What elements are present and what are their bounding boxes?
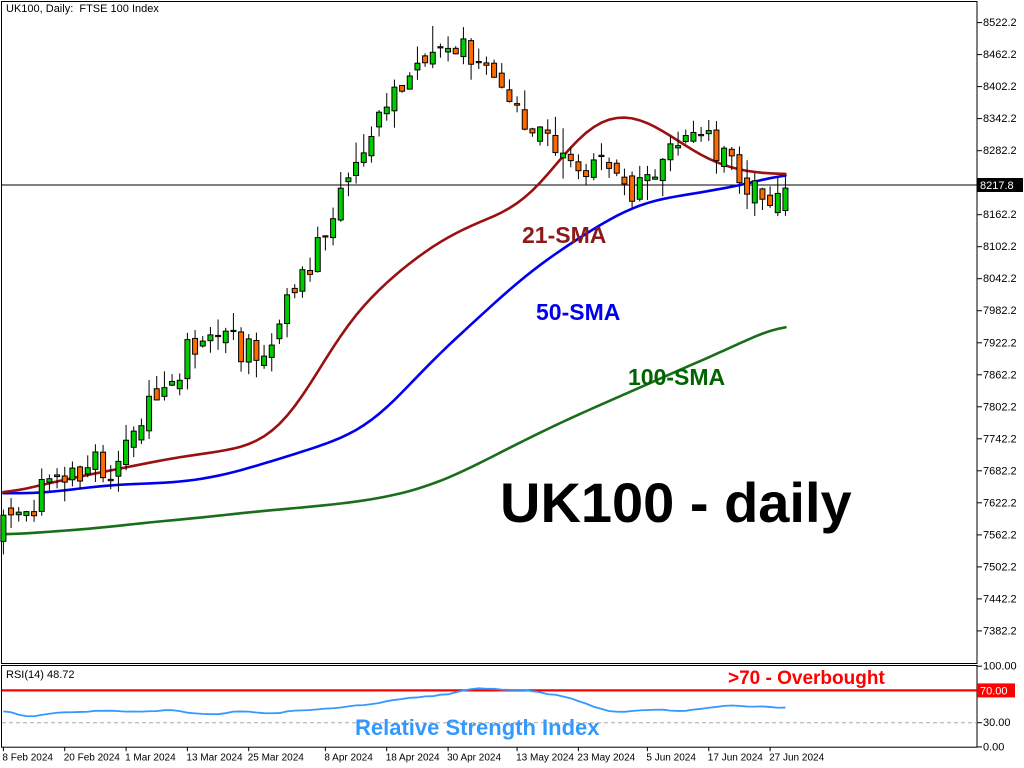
svg-text:7442.2: 7442.2 — [983, 593, 1017, 605]
svg-text:7982.2: 7982.2 — [983, 305, 1017, 317]
svg-text:7742.2: 7742.2 — [983, 433, 1017, 445]
svg-text:13 Mar 2024: 13 Mar 2024 — [186, 753, 243, 764]
svg-text:20 Feb 2024: 20 Feb 2024 — [64, 753, 121, 764]
svg-text:7922.2: 7922.2 — [983, 337, 1017, 349]
svg-text:21-SMA: 21-SMA — [522, 222, 606, 248]
svg-text:8 Feb 2024: 8 Feb 2024 — [2, 753, 53, 764]
svg-text:7802.2: 7802.2 — [983, 401, 1017, 413]
svg-text:8282.2: 8282.2 — [983, 145, 1017, 157]
svg-text:100-SMA: 100-SMA — [628, 364, 725, 390]
svg-text:1 Mar 2024: 1 Mar 2024 — [125, 753, 176, 764]
svg-text:8217.8: 8217.8 — [980, 180, 1014, 192]
svg-text:8342.2: 8342.2 — [983, 113, 1017, 125]
svg-text:100.00: 100.00 — [983, 661, 1017, 673]
svg-text:50-SMA: 50-SMA — [536, 299, 620, 325]
svg-text:8522.2: 8522.2 — [983, 17, 1017, 29]
svg-text:5 Jun 2024: 5 Jun 2024 — [646, 753, 696, 764]
svg-text:25 Mar 2024: 25 Mar 2024 — [248, 753, 305, 764]
svg-text:7562.2: 7562.2 — [983, 529, 1017, 541]
svg-text:30 Apr 2024: 30 Apr 2024 — [447, 753, 501, 764]
svg-text:UK100 - daily: UK100 - daily — [500, 471, 852, 534]
svg-text:8102.2: 8102.2 — [983, 241, 1017, 253]
svg-text:7502.2: 7502.2 — [983, 561, 1017, 573]
svg-text:>70 - Overbought: >70 - Overbought — [728, 668, 885, 689]
svg-text:17 Jun 2024: 17 Jun 2024 — [708, 753, 763, 764]
svg-text:7382.2: 7382.2 — [983, 625, 1017, 637]
svg-text:27 Jun 2024: 27 Jun 2024 — [769, 753, 824, 764]
svg-text:8 Apr 2024: 8 Apr 2024 — [324, 753, 373, 764]
svg-text:8402.2: 8402.2 — [983, 81, 1017, 93]
svg-text:7862.2: 7862.2 — [983, 369, 1017, 381]
svg-text:Relative Strength Index: Relative Strength Index — [355, 715, 600, 740]
svg-text:RSI(14) 48.72: RSI(14) 48.72 — [6, 669, 74, 681]
svg-text:13 May 2024: 13 May 2024 — [516, 753, 574, 764]
svg-text:30.00: 30.00 — [983, 717, 1011, 729]
svg-text:8162.2: 8162.2 — [983, 209, 1017, 221]
svg-text:70.00: 70.00 — [980, 685, 1008, 697]
svg-text:18 Apr 2024: 18 Apr 2024 — [386, 753, 440, 764]
svg-text:8042.2: 8042.2 — [983, 273, 1017, 285]
svg-text:8462.2: 8462.2 — [983, 49, 1017, 61]
svg-text:0.00: 0.00 — [983, 741, 1004, 753]
svg-text:UK100, Daily: FTSE 100 Index: UK100, Daily: FTSE 100 Index — [6, 3, 159, 15]
svg-text:7622.2: 7622.2 — [983, 497, 1017, 509]
svg-text:7682.2: 7682.2 — [983, 465, 1017, 477]
svg-text:23 May 2024: 23 May 2024 — [577, 753, 635, 764]
